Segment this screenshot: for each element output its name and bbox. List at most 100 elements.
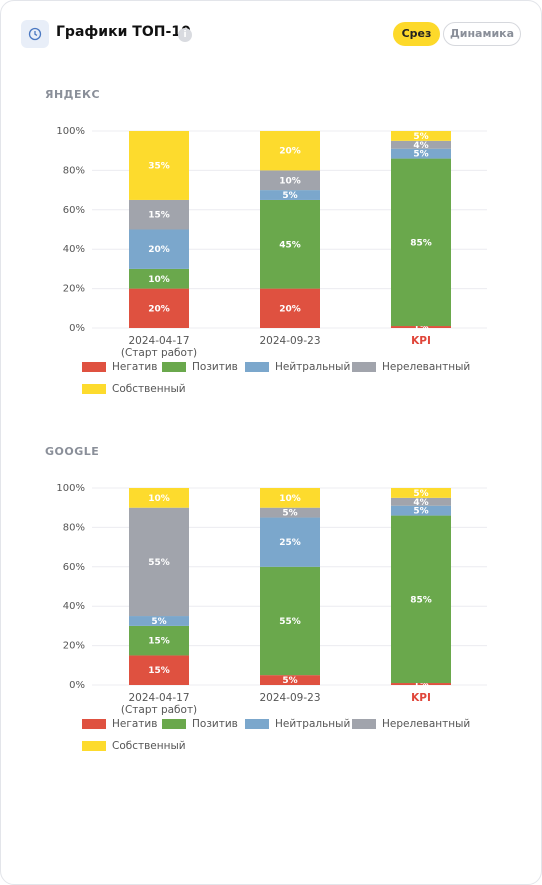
bar-segment	[129, 288, 189, 328]
y-tick-label: 100%	[56, 126, 85, 137]
y-tick-label: 80%	[63, 522, 85, 533]
value-label: 85%	[410, 238, 432, 248]
value-label: 5%	[413, 507, 428, 517]
bar-segment	[129, 131, 189, 200]
legend-swatch	[82, 362, 106, 372]
icon-box	[21, 20, 49, 48]
value-label: 5%	[282, 676, 297, 686]
bar-segment	[391, 515, 451, 684]
bar-segment	[260, 170, 320, 191]
legend-swatch	[82, 384, 106, 394]
value-label: 15%	[148, 211, 170, 221]
y-tick-label: 60%	[63, 205, 85, 216]
bar-segment	[391, 158, 451, 327]
bar-segment	[260, 517, 320, 567]
y-tick-label: 40%	[63, 601, 85, 612]
x-tick-label: 2024-04-17 (Старт работ)	[120, 335, 198, 359]
y-tick-label: 0%	[69, 680, 85, 691]
bar-segment	[129, 488, 189, 508]
legend-swatch	[82, 741, 106, 751]
legend-label: Негатив	[112, 718, 157, 730]
value-label: 55%	[279, 617, 301, 627]
legend-label: Нейтральный	[275, 361, 350, 373]
legend-label: Нерелевантный	[382, 361, 470, 373]
x-tick-label: 2024-09-23	[259, 692, 321, 704]
bar-segment	[391, 488, 451, 498]
value-label: 20%	[148, 304, 170, 314]
chart-title: ЯНДЕКС	[45, 88, 100, 101]
bar-segment	[391, 140, 451, 149]
legend-label: Нейтральный	[275, 718, 350, 730]
bar-segment	[260, 131, 320, 171]
legend-swatch	[162, 362, 186, 372]
bar-segment	[260, 675, 320, 685]
y-tick-label: 80%	[63, 165, 85, 176]
legend-label: Позитив	[192, 718, 238, 730]
value-label: 5%	[413, 489, 428, 499]
y-tick-label: 40%	[63, 244, 85, 255]
value-label: 10%	[148, 494, 170, 504]
value-label: 85%	[410, 595, 432, 605]
x-tick-label: 2024-09-23	[259, 335, 321, 347]
value-label: 1%	[413, 680, 428, 690]
legend-label: Нерелевантный	[382, 718, 470, 730]
bar-segment	[129, 268, 189, 289]
value-label: 45%	[279, 240, 301, 250]
legend-label: Собственный	[112, 740, 186, 752]
value-label: 35%	[148, 161, 170, 171]
bar-segment	[391, 505, 451, 516]
page-title: Графики ТОП-10	[56, 24, 191, 40]
value-label: 4%	[413, 498, 428, 508]
value-label: 1%	[413, 323, 428, 333]
clock-icon	[28, 27, 42, 41]
y-tick-label: 20%	[63, 641, 85, 652]
bar-segment	[391, 326, 451, 328]
y-tick-label: 20%	[63, 284, 85, 295]
value-label: 5%	[282, 191, 297, 201]
legend-swatch	[245, 719, 269, 729]
bar-segment	[260, 488, 320, 508]
bar-segment	[129, 229, 189, 269]
value-label: 5%	[282, 509, 297, 519]
legend-swatch	[82, 719, 106, 729]
value-label: 10%	[148, 275, 170, 285]
value-label: 5%	[413, 132, 428, 142]
value-label: 10%	[279, 494, 301, 504]
legend-swatch	[245, 362, 269, 372]
value-label: 15%	[148, 666, 170, 676]
tab[interactable]: Срез	[393, 22, 440, 46]
bar-segment	[260, 190, 320, 200]
bar-segment	[391, 683, 451, 685]
legend-swatch	[352, 362, 376, 372]
bar-segment	[260, 288, 320, 328]
bar-segment	[260, 199, 320, 289]
bar-segment	[391, 131, 451, 141]
y-tick-label: 60%	[63, 562, 85, 573]
bar-segment	[129, 655, 189, 685]
value-label: 15%	[148, 637, 170, 647]
legend-label: Негатив	[112, 361, 157, 373]
legend-label: Позитив	[192, 361, 238, 373]
y-tick-label: 0%	[69, 323, 85, 334]
value-label: 20%	[148, 245, 170, 255]
legend-swatch	[162, 719, 186, 729]
value-label: 5%	[151, 617, 166, 627]
legend-swatch	[352, 719, 376, 729]
legend-label: Собственный	[112, 383, 186, 395]
value-label: 55%	[148, 558, 170, 568]
tab[interactable]: Динамика	[443, 22, 521, 46]
value-label: 10%	[279, 176, 301, 186]
info-icon[interactable]: i	[178, 28, 192, 42]
x-tick-label: KPI	[411, 335, 431, 347]
value-label: 20%	[279, 147, 301, 157]
x-tick-label: 2024-04-17 (Старт работ)	[120, 692, 198, 716]
bar-segment	[129, 625, 189, 656]
chart-title: GOOGLE	[45, 445, 99, 458]
value-label: 20%	[279, 304, 301, 314]
bar-segment	[260, 507, 320, 518]
bar-segment	[391, 497, 451, 506]
value-label: 25%	[279, 538, 301, 548]
bar-segment	[260, 566, 320, 676]
